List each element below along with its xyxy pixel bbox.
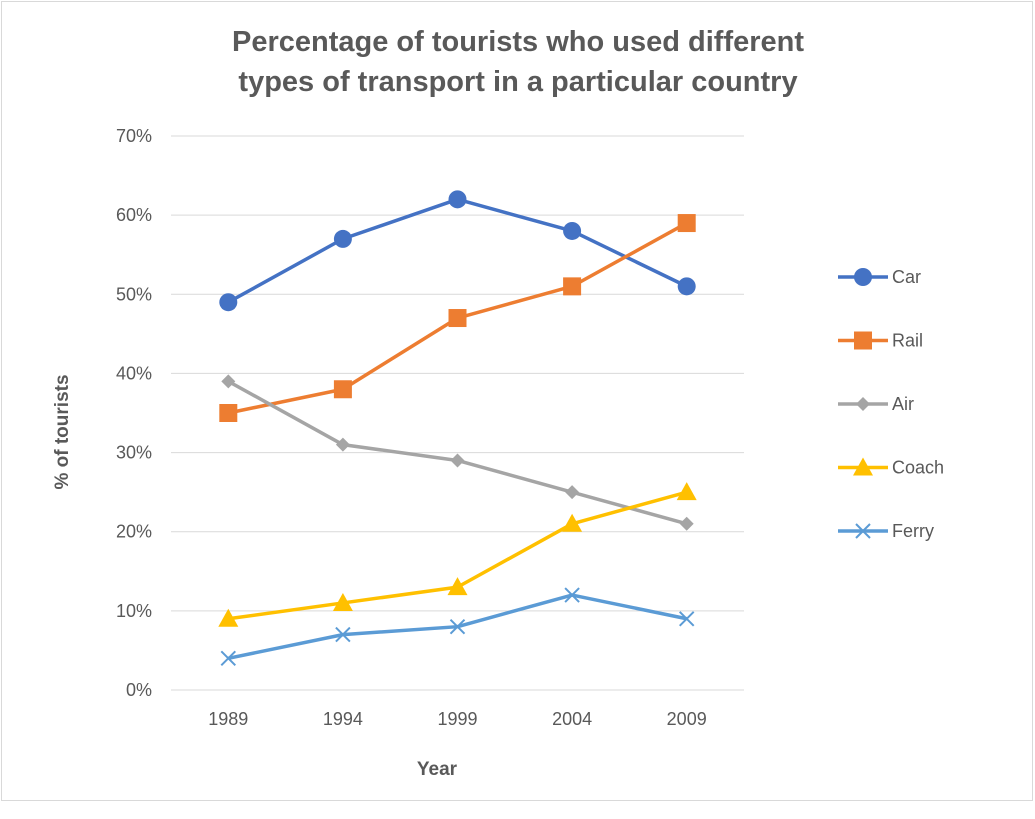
legend-item-ferry: Ferry [838,521,934,541]
data-point-coach-1989 [218,608,239,627]
x-tick-label: 2004 [552,709,592,729]
series-rail [219,214,696,422]
series-air [221,374,694,531]
series-line-coach [228,490,688,621]
data-point-rail-2009 [677,214,696,233]
data-point-car-2009 [677,277,696,296]
legend: Car Rail Air Coach Ferry [838,267,944,541]
data-point-ferry-1989 [220,650,237,667]
y-tick-label: 20% [116,522,152,542]
data-point-air-1989 [221,374,236,389]
legend-label-car: Car [892,267,921,287]
legend-item-rail: Rail [838,331,923,351]
chart-title-line-1: Percentage of tourists who used differen… [232,26,804,58]
y-tick-label: 60% [116,205,152,225]
series-ferry [220,587,695,667]
y-tick-label: 50% [116,284,152,304]
data-point-rail-1999 [448,309,467,328]
chart-title: Percentage of tourists who used differen… [232,26,804,98]
data-point-car-1999 [448,190,467,209]
data-point-ferry-1999 [449,618,466,635]
data-point-ferry-2004 [564,587,580,603]
y-tick-label: 40% [116,363,152,383]
data-point-car-1989 [219,293,238,312]
y-tick-label: 0% [126,680,152,700]
x-axis-title: Year [417,759,458,780]
legend-label-ferry: Ferry [892,521,934,541]
data-point-air-1999 [450,453,465,468]
series-car [219,190,696,312]
legend-item-air: Air [838,394,914,414]
data-point-air-1994 [335,437,350,452]
data-point-rail-1989 [219,404,238,422]
data-point-air-2004 [565,485,580,500]
y-axis-ticks: 0% 10% 20% 30% 40% 50% 60% 70% [116,126,152,700]
data-point-ferry-1994 [335,626,351,643]
x-axis-ticks: 1989 1994 1999 2004 2009 [208,709,706,729]
legend-marker-coach [853,457,873,476]
data-point-coach-2009 [676,482,697,501]
data-point-air-2009 [679,516,694,531]
legend-label-rail: Rail [892,331,923,351]
x-tick-label: 1989 [208,709,248,729]
y-axis-title: % of tourists [52,374,73,489]
legend-marker-car [854,268,872,286]
legend-marker-air [856,397,870,411]
legend-label-air: Air [892,394,914,414]
legend-label-coach: Coach [892,458,944,478]
x-tick-label: 1994 [323,709,363,729]
data-point-coach-1999 [447,577,468,596]
gridlines [171,135,744,691]
data-point-rail-2004 [563,277,582,296]
legend-marker-rail [854,331,872,350]
y-tick-label: 30% [116,443,152,463]
chart-title-line-2: types of transport in a particular count… [238,66,797,98]
data-point-car-2004 [563,221,582,240]
data-point-coach-2004 [562,513,583,532]
data-point-ferry-2009 [678,611,695,627]
data-point-coach-1994 [332,592,353,611]
legend-marker-ferry [855,523,871,539]
x-tick-label: 1999 [437,709,477,729]
legend-item-coach: Coach [838,457,944,478]
data-point-car-1994 [333,229,352,248]
x-tick-label: 2009 [667,709,707,729]
data-point-rail-1994 [333,380,352,399]
y-tick-label: 70% [116,126,152,146]
series-group [218,190,697,667]
series-coach [218,482,697,627]
legend-item-car: Car [838,267,921,287]
y-tick-label: 10% [116,601,152,621]
